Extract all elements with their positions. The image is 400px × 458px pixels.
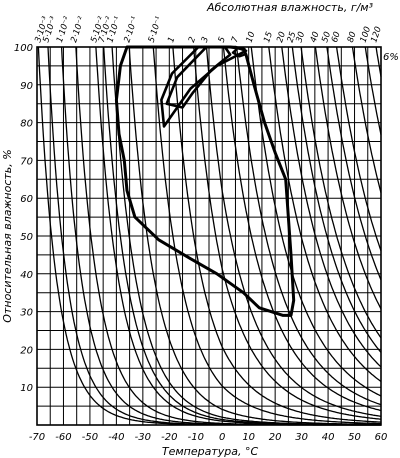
absolute-humidity-label: 40 <box>309 31 322 44</box>
absolute-humidity-curve <box>291 46 382 353</box>
y-tick-label: 10 <box>20 383 33 394</box>
inner-climate-contour <box>165 45 232 109</box>
absolute-humidity-curve <box>335 46 382 252</box>
absolute-humidity-curve <box>235 46 382 406</box>
x-tick-label: -30 <box>135 432 151 443</box>
absolute-humidity-label: 15 <box>262 31 275 44</box>
x-tick-label: -10 <box>188 432 204 443</box>
absolute-humidity-label: 2·10⁻¹ <box>123 15 141 44</box>
x-tick-label: -60 <box>55 432 71 443</box>
y-tick-label: 30 <box>20 308 33 319</box>
y-tick-label: 100 <box>14 43 33 54</box>
absolute-humidity-curve <box>172 46 382 423</box>
y-tick-label: 70 <box>20 156 33 167</box>
absolute-humidity-curve <box>268 46 382 383</box>
x-tick-label: 60 <box>375 432 388 443</box>
absolute-humidity-label: 3 <box>200 36 211 44</box>
absolute-humidity-label: 5 <box>217 36 228 44</box>
absolute-humidity-curve <box>222 46 382 412</box>
absolute-humidity-curve <box>364 46 382 135</box>
absolute-humidity-label: 20 <box>275 31 288 44</box>
absolute-humidity-label: 2 <box>187 36 198 44</box>
y-tick-label: 60 <box>20 194 33 205</box>
chart-title: Абсолютная влажность, г/м³ <box>206 1 374 14</box>
x-tick-label: -20 <box>161 432 177 443</box>
absolute-humidity-tick-labels: 3·10⁻³5·10⁻³1·10⁻²2·10⁻² 5·10⁻²7·10⁻²1·10… <box>33 15 384 44</box>
x-tick-label: -40 <box>108 432 124 443</box>
y-axis-title: Относительная влажность, % <box>1 149 14 322</box>
absolute-humidity-curve <box>314 46 382 310</box>
absolute-humidity-curve <box>152 46 381 425</box>
y-tick-label: 40 <box>20 270 33 281</box>
absolute-humidity-label: 100 <box>359 25 374 44</box>
y-tick-labels: 10 20 30 40 50 60 70 80 90 100 <box>14 43 33 394</box>
y-tick-label: 90 <box>20 81 33 92</box>
y-tick-label: 20 <box>20 345 33 356</box>
x-tick-label: 0 <box>219 432 225 443</box>
absolute-humidity-label: 30 <box>294 31 307 44</box>
x-tick-label: 30 <box>295 432 308 443</box>
x-tick-label: -50 <box>82 432 98 443</box>
plot-frame <box>36 46 382 426</box>
absolute-humidity-curve <box>351 46 382 193</box>
absolute-humidity-label: 25 <box>286 31 299 44</box>
x-tick-label: 20 <box>269 432 282 443</box>
x-tick-label: 10 <box>242 432 255 443</box>
absolute-humidity-label: 60 <box>330 31 343 44</box>
absolute-humidity-curve <box>375 46 382 77</box>
absolute-humidity-label: 1 <box>166 36 177 44</box>
absolute-humidity-curve <box>250 47 382 397</box>
grid <box>37 47 381 425</box>
absolute-humidity-curve <box>128 46 381 426</box>
absolute-humidity-curve <box>205 46 382 417</box>
absolute-humidity-label: 5·10⁻¹ <box>147 15 165 44</box>
x-tick-labels: -70 -60 -50 -40 -30 -20 -10 0 10 20 30 40 50 60 <box>29 432 388 443</box>
absolute-humidity-curve <box>300 46 382 339</box>
absolute-humidity-label: 120 <box>369 25 384 44</box>
absolute-humidity-curve <box>281 46 382 368</box>
absolute-humidity-label: 10 <box>245 31 258 44</box>
absolute-humidity-label: 50 <box>320 31 333 44</box>
absolute-humidity-curve <box>326 46 382 281</box>
y-tick-label: 80 <box>20 119 33 130</box>
absolute-humidity-label: 80 <box>346 31 359 44</box>
x-tick-label: -70 <box>29 432 45 443</box>
x-axis-title: Температура, °С <box>162 445 259 458</box>
small-climate-contour <box>231 46 246 58</box>
y-tick-label: 50 <box>20 232 33 243</box>
annotation-6-percent: 6% <box>383 52 399 63</box>
x-tick-label: 40 <box>322 432 335 443</box>
absolute-humidity-label: 7 <box>230 35 241 44</box>
x-tick-label: 50 <box>348 432 361 443</box>
